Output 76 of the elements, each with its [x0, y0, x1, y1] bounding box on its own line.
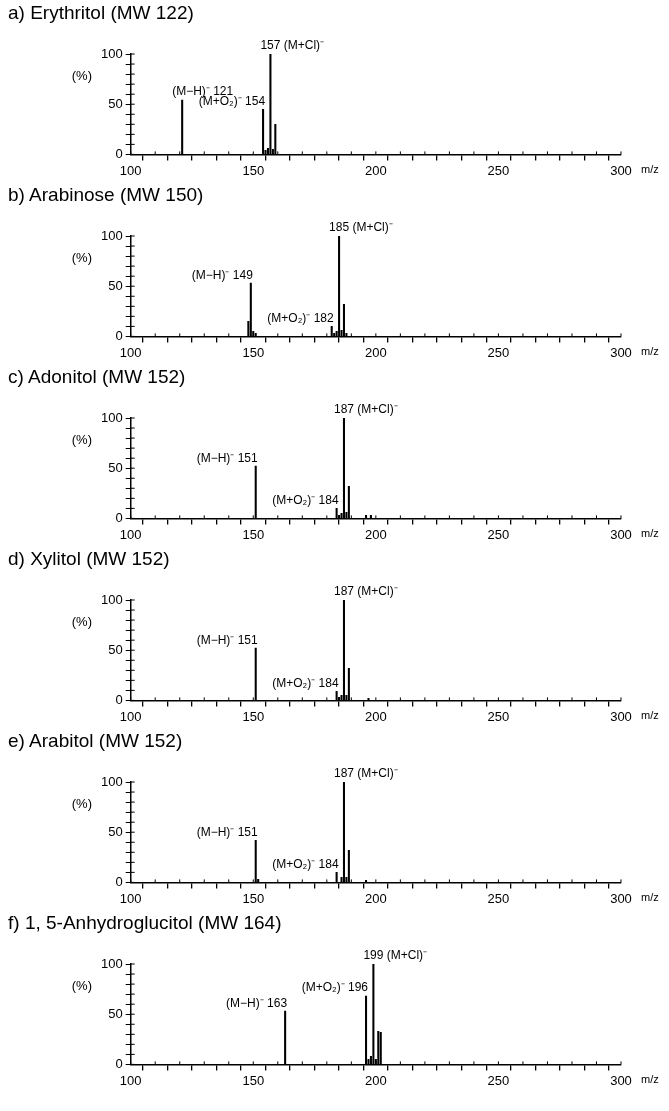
x-axis-title: m/z [641, 709, 659, 722]
chart-title: d) Xylitol (MW 152) [7, 547, 171, 570]
x-tick-label: 250 [487, 344, 510, 360]
y-tick-label: 50 [108, 95, 123, 111]
x-tick-label: 150 [242, 1072, 265, 1088]
x-tick-label: 150 [242, 344, 265, 360]
x-tick-label: 300 [610, 890, 632, 906]
x-tick-label: 200 [364, 708, 387, 724]
y-tick-label: 50 [108, 641, 123, 657]
annotation: (M−H)⁻ 151 [196, 824, 259, 839]
y-axis-title: (%) [71, 249, 92, 265]
y-tick-label: 0 [115, 1055, 123, 1071]
y-tick-label: 50 [108, 823, 123, 839]
x-axis-title: m/z [641, 891, 659, 904]
annotation: (M−H)⁻ 163 [226, 995, 288, 1010]
y-axis-title: (%) [71, 977, 92, 993]
y-tick-label: 50 [108, 459, 123, 475]
x-tick-label: 200 [364, 162, 387, 178]
x-axis-title: m/z [641, 163, 659, 176]
y-tick-label: 0 [115, 691, 123, 707]
x-tick-label: 250 [487, 1072, 510, 1088]
annotation: 157 (M+Cl)⁻ [260, 38, 325, 53]
annotation: (M−H)⁻ 151 [196, 632, 259, 647]
x-tick-label: 300 [610, 162, 632, 178]
y-tick-label: 0 [115, 509, 123, 525]
x-tick-label: 200 [364, 890, 387, 906]
annotation: 187 (M+Cl)⁻ [333, 402, 398, 417]
chart-title: e) Arabitol (MW 152) [7, 729, 184, 752]
x-tick-label: 150 [242, 526, 265, 542]
annotation: 187 (M+Cl)⁻ [333, 584, 398, 599]
chart-title: c) Adonitol (MW 152) [7, 365, 187, 388]
y-tick-label: 100 [100, 955, 123, 971]
y-tick-label: 50 [108, 277, 123, 293]
annotation: 187 (M+Cl)⁻ [333, 766, 398, 781]
x-tick-label: 200 [364, 344, 387, 360]
annotation: (M−H)⁻ 151 [196, 450, 259, 465]
x-tick-label: 200 [364, 1072, 387, 1088]
x-tick-label: 250 [487, 708, 510, 724]
annotation: (M+O₂)⁻ 196 [301, 980, 369, 995]
x-tick-label: 200 [364, 526, 387, 542]
annotation: (M−H)⁻ 149 [191, 267, 254, 282]
y-tick-label: 0 [115, 327, 123, 343]
annotation: (M+O₂)⁻ 184 [272, 675, 339, 690]
x-axis-title: m/z [641, 345, 659, 358]
annotation: (M+O₂)⁻ 182 [267, 310, 335, 325]
chart-title: a) Erythritol (MW 122) [7, 1, 195, 24]
x-tick-label: 300 [610, 526, 632, 542]
x-axis-title: m/z [641, 527, 659, 540]
x-tick-label: 150 [242, 708, 265, 724]
y-tick-label: 100 [100, 591, 123, 607]
y-axis-title: (%) [71, 613, 92, 629]
y-tick-label: 100 [100, 227, 123, 243]
x-tick-label: 300 [610, 344, 632, 360]
y-tick-label: 100 [100, 773, 123, 789]
y-tick-label: 100 [100, 45, 123, 61]
annotation: 199 (M+Cl)⁻ [363, 948, 428, 963]
y-tick-label: 0 [115, 873, 123, 889]
y-axis-title: (%) [71, 795, 92, 811]
x-tick-label: 300 [610, 708, 632, 724]
chart-title: b) Arabinose (MW 150) [7, 183, 205, 206]
annotation: (M+O₂)⁻ 184 [272, 856, 339, 871]
y-axis-title: (%) [71, 67, 92, 83]
x-tick-label: 250 [487, 890, 510, 906]
x-axis-title: m/z [641, 1073, 659, 1086]
y-axis-title: (%) [71, 431, 92, 447]
y-tick-label: 100 [100, 409, 123, 425]
x-tick-label: 150 [242, 890, 265, 906]
x-tick-label: 150 [242, 162, 265, 178]
annotation: (M+O₂)⁻ 184 [272, 492, 339, 507]
x-tick-label: 250 [487, 526, 510, 542]
y-tick-label: 50 [108, 1005, 123, 1021]
chart-title: f) 1, 5-Anhydroglucitol (MW 164) [7, 911, 283, 934]
x-tick-label: 250 [487, 162, 510, 178]
annotation: 185 (M+Cl)⁻ [329, 220, 393, 235]
y-tick-label: 0 [115, 145, 123, 161]
x-tick-label: 300 [610, 1072, 632, 1088]
